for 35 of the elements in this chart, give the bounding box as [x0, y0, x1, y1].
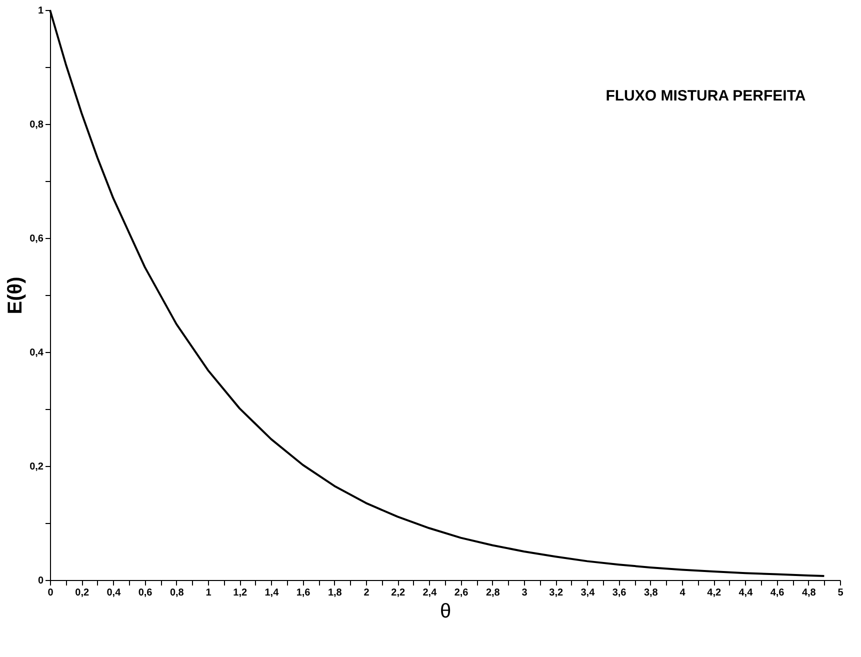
x-tick-label: 0,2: [75, 588, 90, 598]
x-tick-label: 3,6: [612, 588, 627, 598]
x-tick-label: 3,2: [549, 588, 564, 598]
x-tick-label: 2,2: [391, 588, 406, 598]
x-tick-label: 2,6: [454, 588, 469, 598]
x-tick-label: 4: [680, 588, 686, 598]
x-tick-label: 3: [522, 588, 528, 598]
x-tick-label: 4,8: [802, 588, 816, 598]
x-tick-label: 2,8: [486, 588, 500, 598]
y-tick-label: 0,8: [30, 120, 44, 130]
x-tick-label: 4,2: [707, 588, 722, 598]
y-tick-label: 0: [38, 576, 44, 586]
x-tick-label: 0: [48, 588, 54, 598]
y-tick-label: 0,4: [30, 348, 44, 358]
x-tick-label: 3,4: [580, 588, 596, 598]
x-tick-label: 1: [206, 588, 212, 598]
x-tick-label: 0,6: [138, 588, 153, 598]
annotation: FLUXO MISTURA PERFEITA: [606, 88, 806, 104]
y-tick-label: 1: [38, 6, 44, 16]
x-tick-label: 4,6: [770, 588, 785, 598]
x-axis-title: θ: [440, 600, 452, 622]
x-tick-label: 1,4: [264, 588, 280, 598]
x-tick-label: 4,4: [738, 588, 754, 598]
x-tick-label: 0,4: [106, 588, 122, 598]
y-tick-label: 0,6: [30, 234, 44, 244]
x-tick-label: 1,6: [296, 588, 311, 598]
x-tick-label: 3,8: [644, 588, 658, 598]
x-tick-label: 5: [838, 588, 844, 598]
y-axis-title: E(θ): [4, 276, 27, 314]
x-tick-label: 2: [364, 588, 370, 598]
y-tick-label: 0,2: [30, 462, 44, 472]
x-tick-label: 1,2: [233, 588, 248, 598]
x-tick-label: 2,4: [422, 588, 438, 598]
x-tick-label: 0,8: [170, 588, 184, 598]
x-tick-label: 1,8: [328, 588, 342, 598]
